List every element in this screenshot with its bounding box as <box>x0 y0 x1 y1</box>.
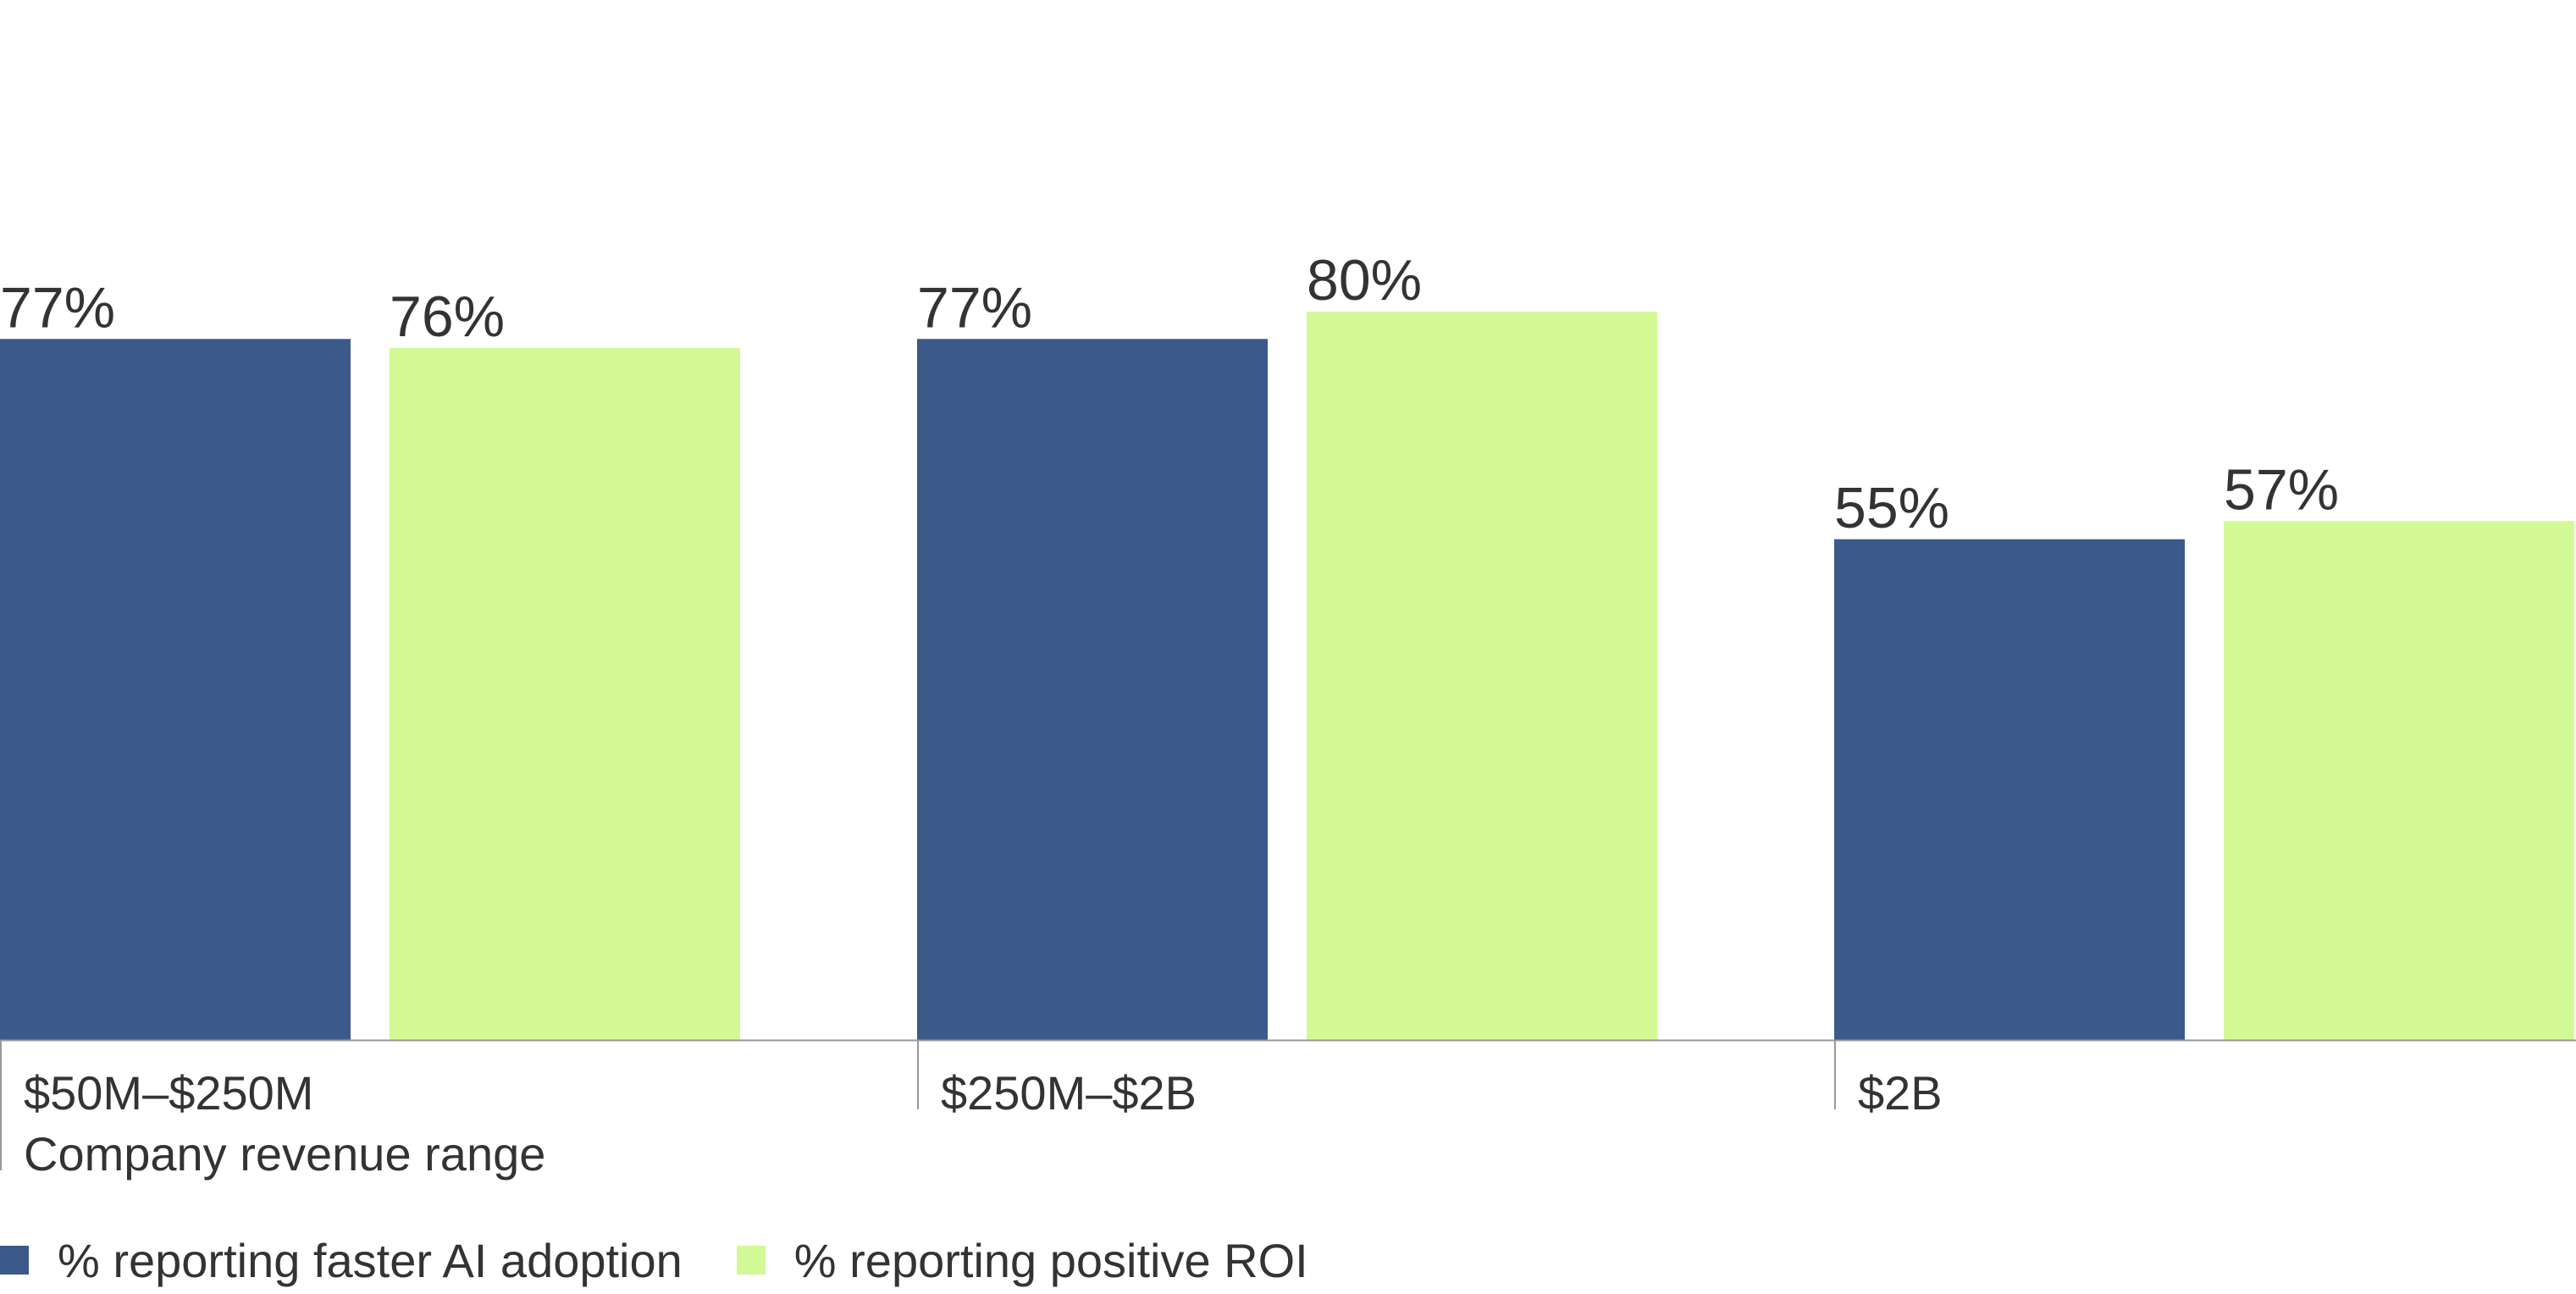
bar-250m-2b-series-1 <box>917 339 1268 1040</box>
data-label-50m-250m-series-1: 77% <box>0 275 115 340</box>
data-label-250m-2b-series-2: 80% <box>1307 248 1422 312</box>
legend-swatch-faster-ai-adoption <box>0 1246 29 1275</box>
legend-label-positive-roi: % reporting positive ROI <box>793 1233 1308 1287</box>
tick-label-250m-2b: $250M–$2B <box>941 1066 1197 1120</box>
legend-item-positive-roi: % reporting positive ROI <box>736 1233 1308 1288</box>
bar-2b-series-2 <box>2224 521 2574 1040</box>
data-label-250m-2b-series-1: 77% <box>917 275 1032 340</box>
tick-label-2b: $2B <box>1858 1066 1943 1120</box>
chart-legend: % reporting faster AI adoption % reporti… <box>0 1226 1308 1294</box>
data-label-2b-series-1: 55% <box>1834 476 1949 540</box>
legend-item-faster-ai-adoption: % reporting faster AI adoption <box>0 1233 683 1288</box>
bar-2b-series-1 <box>1834 539 2185 1040</box>
legend-label-faster-ai-adoption: % reporting faster AI adoption <box>58 1233 683 1287</box>
bar-50m-250m-series-1 <box>0 339 351 1040</box>
bar-250m-2b-series-2 <box>1307 312 1657 1040</box>
bar-50m-250m-series-2 <box>390 348 740 1040</box>
x-axis-title: Company revenue range <box>24 1127 545 1181</box>
data-label-2b-series-2: 57% <box>2224 457 2339 522</box>
legend-swatch-positive-roi <box>736 1246 766 1275</box>
data-label-50m-250m-series-2: 76% <box>390 285 505 349</box>
tick-label-50m-250m: $50M–$250M <box>24 1066 313 1120</box>
